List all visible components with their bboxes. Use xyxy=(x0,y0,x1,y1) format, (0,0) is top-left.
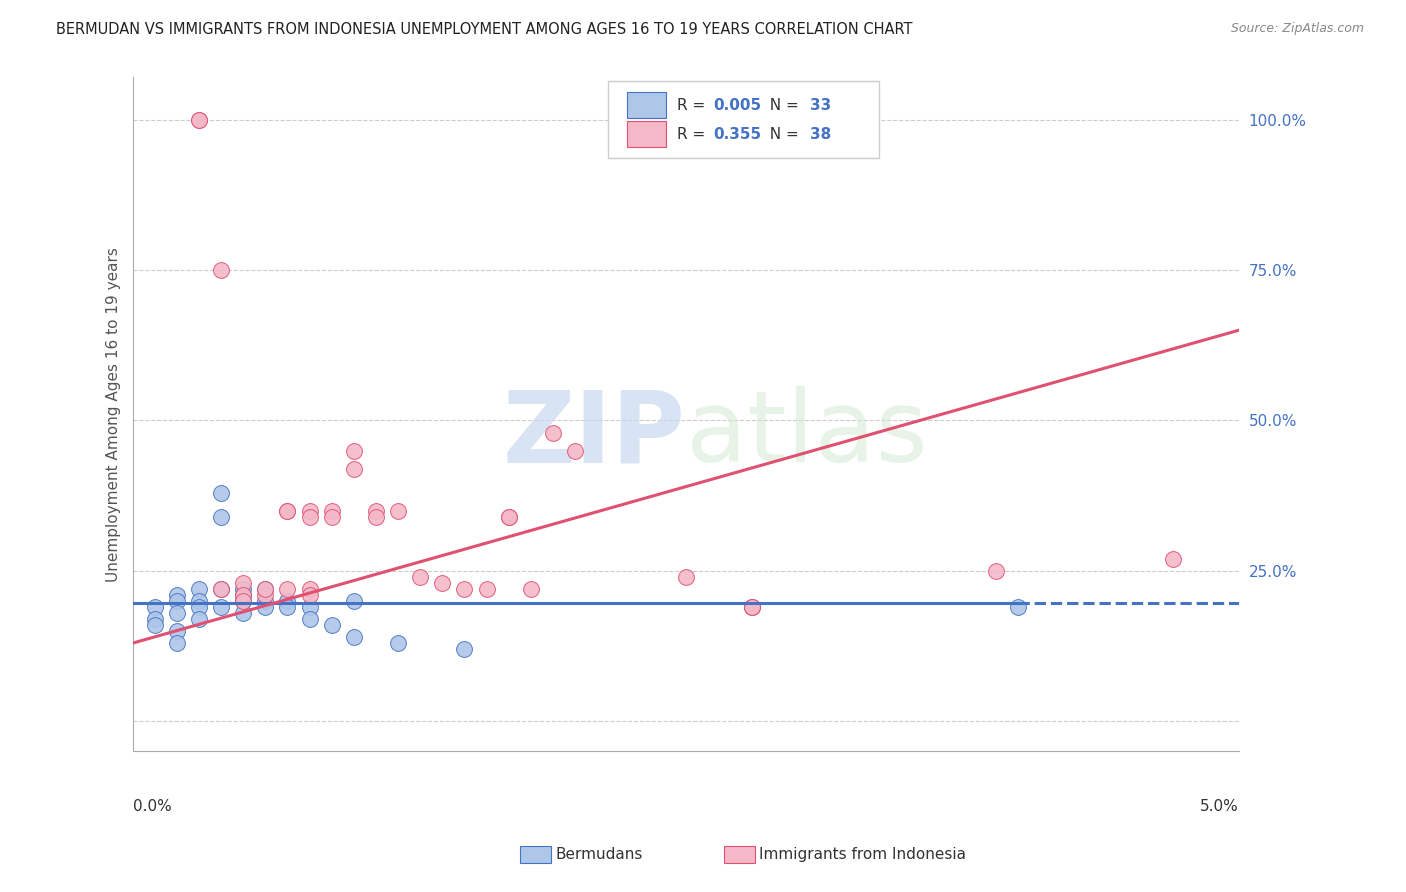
Y-axis label: Unemployment Among Ages 16 to 19 years: Unemployment Among Ages 16 to 19 years xyxy=(107,247,121,582)
Text: Immigrants from Indonesia: Immigrants from Indonesia xyxy=(759,847,966,862)
Point xyxy=(187,594,209,608)
Text: R =: R = xyxy=(676,127,710,142)
Point xyxy=(675,570,697,584)
Point xyxy=(232,582,254,596)
Point xyxy=(232,594,254,608)
Point xyxy=(520,582,543,596)
Point xyxy=(343,461,366,475)
Point xyxy=(298,582,321,596)
Point xyxy=(209,509,232,524)
Point xyxy=(143,612,166,626)
Point xyxy=(343,630,366,644)
Point xyxy=(209,600,232,615)
Text: 38: 38 xyxy=(810,127,831,142)
Point xyxy=(741,600,763,615)
Point xyxy=(321,509,343,524)
Point xyxy=(364,504,387,518)
Point xyxy=(387,636,409,650)
Point xyxy=(475,582,498,596)
Point xyxy=(166,636,188,650)
Text: 0.005: 0.005 xyxy=(713,97,762,112)
Point xyxy=(298,504,321,518)
Point xyxy=(276,504,298,518)
Point xyxy=(187,582,209,596)
Text: atlas: atlas xyxy=(686,386,928,483)
Point xyxy=(409,570,432,584)
Point xyxy=(453,642,475,657)
Point xyxy=(498,509,520,524)
Point xyxy=(166,606,188,620)
Point xyxy=(209,263,232,277)
Point xyxy=(564,443,586,458)
Point xyxy=(254,594,277,608)
Point xyxy=(232,576,254,591)
Point xyxy=(254,582,277,596)
Point xyxy=(541,425,564,440)
Text: N =: N = xyxy=(759,97,803,112)
Point xyxy=(143,618,166,632)
Point xyxy=(254,588,277,602)
Point xyxy=(343,443,366,458)
Point xyxy=(232,588,254,602)
Point xyxy=(254,600,277,615)
Point xyxy=(298,600,321,615)
Text: 5.0%: 5.0% xyxy=(1201,798,1239,814)
Text: 0.355: 0.355 xyxy=(713,127,762,142)
Point xyxy=(387,504,409,518)
Point xyxy=(432,576,454,591)
Point xyxy=(209,485,232,500)
Point xyxy=(1007,600,1029,615)
Point xyxy=(321,618,343,632)
Point xyxy=(166,624,188,639)
Point xyxy=(298,588,321,602)
Point xyxy=(187,600,209,615)
Text: 0.0%: 0.0% xyxy=(132,798,172,814)
Point xyxy=(187,112,209,127)
Text: Source: ZipAtlas.com: Source: ZipAtlas.com xyxy=(1230,22,1364,36)
Point xyxy=(1161,552,1184,566)
Text: 33: 33 xyxy=(810,97,831,112)
Point xyxy=(298,509,321,524)
Point xyxy=(232,594,254,608)
Point xyxy=(984,564,1007,578)
Point xyxy=(166,588,188,602)
Point xyxy=(276,504,298,518)
Point xyxy=(364,509,387,524)
Point xyxy=(298,612,321,626)
Text: BERMUDAN VS IMMIGRANTS FROM INDONESIA UNEMPLOYMENT AMONG AGES 16 TO 19 YEARS COR: BERMUDAN VS IMMIGRANTS FROM INDONESIA UN… xyxy=(56,22,912,37)
Bar xyxy=(627,121,666,147)
Point xyxy=(741,600,763,615)
Point xyxy=(343,594,366,608)
Point xyxy=(143,600,166,615)
Point xyxy=(498,509,520,524)
Point xyxy=(321,504,343,518)
Point xyxy=(254,582,277,596)
Point xyxy=(741,600,763,615)
Point xyxy=(209,582,232,596)
Text: Bermudans: Bermudans xyxy=(555,847,643,862)
Point xyxy=(232,588,254,602)
Text: R =: R = xyxy=(676,97,710,112)
Point xyxy=(276,582,298,596)
Point xyxy=(209,582,232,596)
Point xyxy=(276,594,298,608)
Text: N =: N = xyxy=(759,127,803,142)
Point xyxy=(187,612,209,626)
Point xyxy=(187,112,209,127)
Point xyxy=(166,594,188,608)
Point xyxy=(276,600,298,615)
Bar xyxy=(627,92,666,118)
Point xyxy=(232,606,254,620)
FancyBboxPatch shape xyxy=(609,81,879,158)
Text: ZIP: ZIP xyxy=(503,386,686,483)
Point xyxy=(453,582,475,596)
